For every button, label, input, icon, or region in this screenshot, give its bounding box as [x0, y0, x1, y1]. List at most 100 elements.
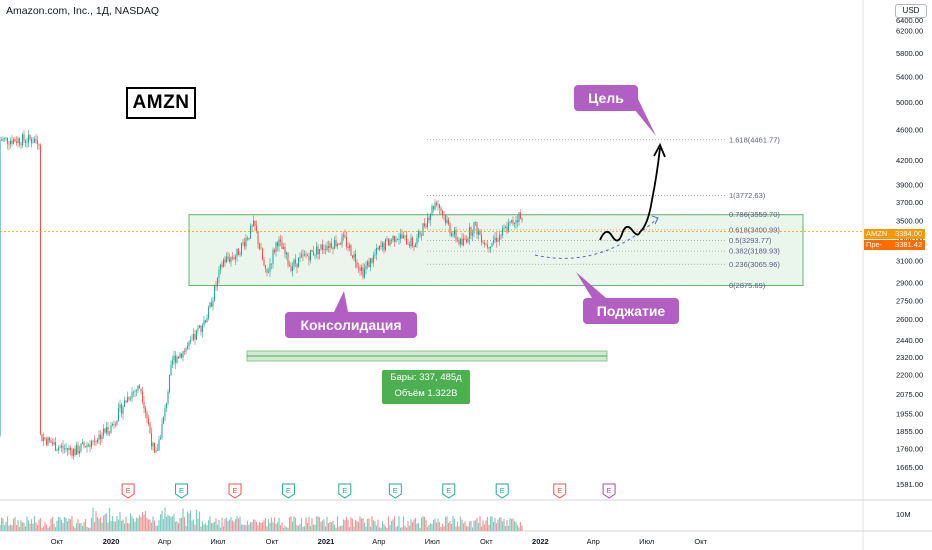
- candle-body: [159, 437, 162, 440]
- candle: [200, 324, 202, 336]
- candle-body: [326, 246, 328, 250]
- candle: [96, 437, 99, 444]
- candle-body: [431, 206, 433, 215]
- volume-bar: [464, 521, 466, 531]
- candle: [75, 442, 78, 456]
- candle: [171, 355, 174, 369]
- candle: [194, 330, 196, 346]
- candle-body: [185, 348, 187, 352]
- candle-body: [174, 355, 177, 363]
- candle: [512, 216, 514, 226]
- candle: [65, 442, 67, 453]
- candle: [0, 136, 3, 141]
- candle: [248, 237, 250, 241]
- volume-bar: [479, 516, 481, 531]
- candle: [336, 242, 339, 250]
- earnings-marker-label: E: [607, 486, 612, 495]
- volume-bar: [200, 526, 202, 531]
- volume-bar: [69, 519, 72, 531]
- volume-bar: [263, 520, 265, 531]
- volume-bar: [363, 522, 366, 531]
- volume-bar: [48, 526, 51, 531]
- candle-body: [80, 443, 82, 452]
- consolidation-callout[interactable]: Консолидация: [285, 312, 417, 338]
- candle: [270, 263, 273, 270]
- volume-bar: [74, 527, 76, 531]
- volume-bar: [447, 522, 450, 531]
- candle: [126, 391, 129, 403]
- candle-body: [324, 249, 327, 250]
- volume-bar: [216, 524, 219, 531]
- earnings-marker: E: [442, 483, 456, 499]
- volume-bar: [24, 526, 27, 531]
- volume-bar: [141, 511, 144, 531]
- volume-bar: [407, 521, 409, 531]
- candle-body: [138, 385, 141, 389]
- volume-bar: [257, 525, 259, 531]
- candle: [93, 435, 96, 446]
- x-tick-label: Июл: [639, 537, 654, 546]
- candle-body: [464, 238, 466, 240]
- candle: [185, 347, 187, 355]
- candle-body: [153, 443, 156, 453]
- candle-body: [284, 247, 286, 255]
- squeeze-callout[interactable]: Поджатие: [583, 298, 679, 324]
- candle: [500, 233, 502, 240]
- volume-bar: [72, 525, 75, 531]
- y-tick-label: 1760.00: [896, 444, 923, 453]
- candle-body: [200, 325, 202, 332]
- volume-bar: [503, 518, 505, 531]
- candle: [231, 252, 234, 261]
- candle-body: [347, 246, 349, 249]
- volume-bar: [117, 519, 120, 531]
- bars-count-label: Бары: 337, 485д: [390, 372, 462, 383]
- candle: [296, 263, 298, 274]
- volume-bar: [0, 525, 1, 531]
- volume-bar: [245, 525, 247, 531]
- target-callout[interactable]: Цель: [574, 85, 638, 111]
- volume-bar: [518, 527, 520, 531]
- candle-body: [248, 238, 250, 240]
- fib-level-label: 1.618(4461.77): [729, 135, 780, 144]
- volume-bar: [341, 525, 343, 531]
- candle-body: [315, 246, 318, 255]
- candle-body: [345, 237, 348, 247]
- candle-body: [164, 407, 166, 417]
- earnings-marker-label: E: [179, 486, 184, 495]
- volume-bar: [338, 526, 340, 531]
- candle: [387, 238, 390, 246]
- volume-bar: [330, 522, 333, 531]
- candle: [357, 262, 360, 273]
- candle: [303, 250, 306, 257]
- volume-bar: [101, 522, 103, 531]
- candle-body: [509, 221, 511, 224]
- earnings-marker: E: [228, 483, 242, 499]
- candle-body: [432, 206, 435, 210]
- candle: [87, 443, 90, 448]
- candle: [276, 241, 279, 252]
- candle-body: [458, 239, 460, 245]
- volume-bar: [500, 517, 502, 531]
- candle: [260, 242, 262, 250]
- candle: [243, 237, 246, 250]
- candle-body: [302, 254, 304, 256]
- volume-bar: [146, 517, 148, 531]
- candle: [155, 447, 157, 453]
- candle: [515, 215, 517, 229]
- candle: [32, 136, 34, 144]
- candle-body: [407, 244, 409, 246]
- candle: [402, 231, 405, 239]
- candle: [309, 249, 312, 264]
- candle-body: [513, 223, 516, 224]
- volume-bar: [365, 526, 367, 531]
- volume-bar: [53, 523, 55, 531]
- volume-bar: [84, 519, 87, 531]
- volume-bar: [371, 516, 373, 531]
- currency-button[interactable]: USD: [895, 4, 927, 18]
- candle-body: [218, 269, 220, 278]
- volume-bar: [302, 526, 304, 531]
- earnings-marker-label: E: [126, 486, 131, 495]
- candle-body: [89, 444, 91, 448]
- candle: [159, 434, 162, 440]
